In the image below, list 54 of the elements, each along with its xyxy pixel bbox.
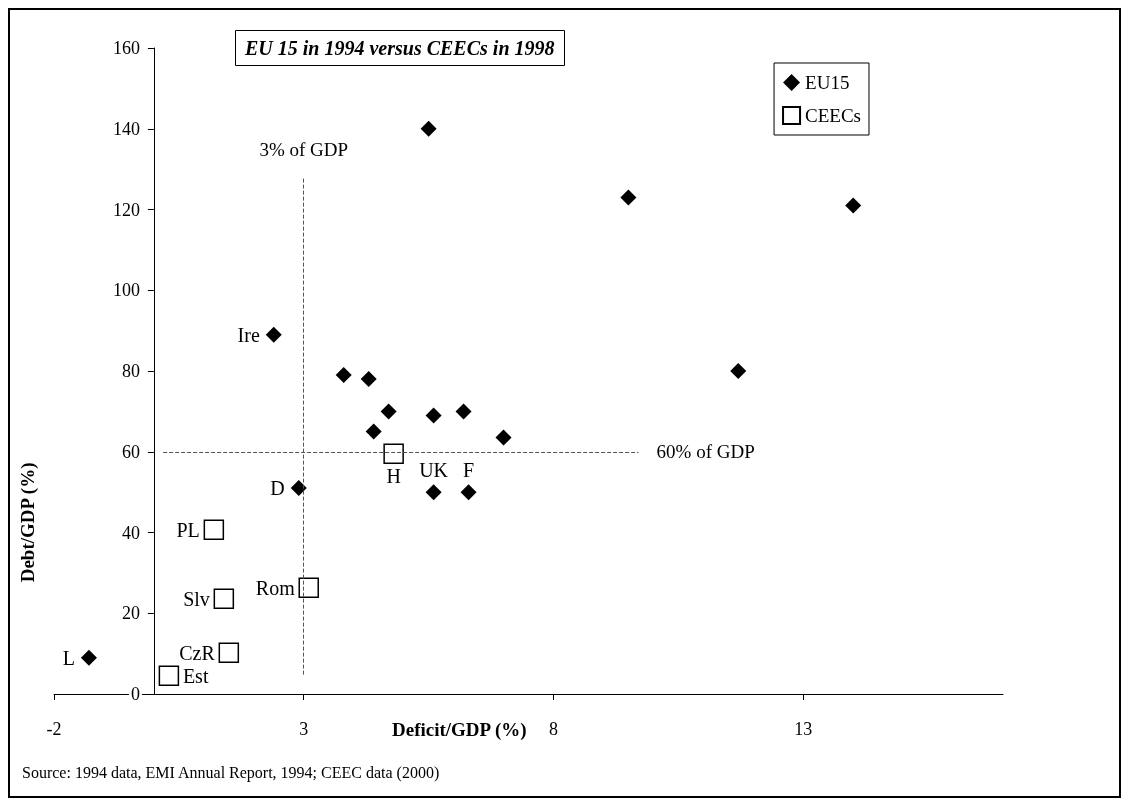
point bbox=[620, 189, 637, 206]
y-tick-label: 40 bbox=[121, 522, 140, 543]
x-tick-label: 3 bbox=[299, 719, 309, 739]
point bbox=[203, 519, 225, 540]
y-tick-label: 160 bbox=[112, 38, 140, 58]
point bbox=[335, 367, 352, 384]
point bbox=[298, 577, 319, 599]
point bbox=[425, 484, 442, 501]
point bbox=[383, 443, 404, 465]
legend-label: EU15 bbox=[805, 72, 850, 93]
point bbox=[158, 665, 180, 687]
point bbox=[290, 480, 307, 497]
annotation: Rom bbox=[255, 576, 296, 599]
y-tick-label: 140 bbox=[112, 118, 140, 139]
annotation: D bbox=[270, 477, 285, 500]
x-tick-label: 8 bbox=[548, 719, 558, 739]
y-axis-title: Debt/GDP (%) bbox=[17, 462, 39, 583]
annotation: CzR bbox=[179, 641, 216, 664]
y-tick-label: 60 bbox=[121, 441, 140, 462]
y-tick-label: 100 bbox=[112, 280, 140, 301]
y-tick-label: 80 bbox=[121, 361, 140, 381]
ref-line-label: 3% of GDP bbox=[259, 139, 349, 161]
annotation: L bbox=[62, 646, 75, 669]
annotation: Slv bbox=[183, 587, 210, 610]
annotation: H bbox=[386, 464, 401, 487]
point bbox=[420, 120, 437, 137]
annotation: Est bbox=[182, 664, 209, 687]
point bbox=[265, 326, 282, 343]
point bbox=[495, 429, 512, 446]
point bbox=[730, 363, 747, 379]
y-tick-label: 20 bbox=[121, 603, 140, 624]
point bbox=[213, 588, 235, 609]
point bbox=[845, 197, 862, 214]
chart-title: EU 15 in 1994 versus CEECs in 1998 bbox=[244, 37, 555, 59]
point bbox=[425, 407, 442, 424]
x-axis-title: Deficit/GDP (%) bbox=[392, 719, 527, 741]
ref-line-label: 60% of GDP bbox=[656, 441, 755, 463]
x-tick-label: -2 bbox=[46, 719, 62, 739]
annotation: Ire bbox=[237, 323, 260, 346]
point bbox=[218, 642, 240, 664]
point bbox=[455, 403, 472, 420]
annotation: PL bbox=[176, 518, 200, 541]
point bbox=[380, 403, 397, 420]
point bbox=[80, 649, 97, 666]
point bbox=[460, 484, 477, 501]
legend-label: CEECs bbox=[805, 105, 861, 126]
source-note: Source: 1994 data, EMI Annual Report, 1994; CEEC data (2000) bbox=[22, 763, 440, 782]
point bbox=[365, 423, 382, 440]
annotation: UK bbox=[419, 459, 449, 482]
y-tick-label: 0 bbox=[130, 684, 140, 704]
x-tick-label: 13 bbox=[794, 719, 813, 739]
y-tick-label: 120 bbox=[112, 199, 140, 220]
annotation: F bbox=[463, 459, 475, 482]
point bbox=[360, 371, 377, 388]
